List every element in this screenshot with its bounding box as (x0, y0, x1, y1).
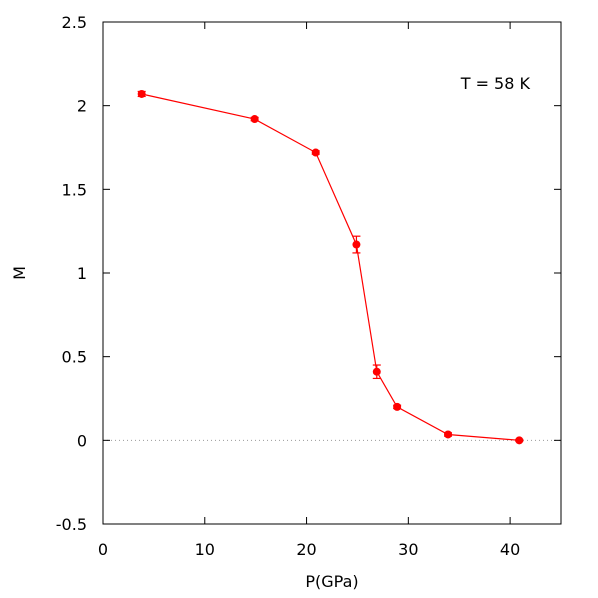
plot-frame (102, 21, 562, 525)
y-tick-label: 1.5 (62, 180, 87, 199)
y-tick-label: 0.5 (62, 348, 87, 367)
x-tick-label: 30 (398, 540, 418, 559)
data-point (444, 430, 453, 439)
data-point (393, 402, 402, 411)
x-axis-title: P(GPa) (305, 572, 358, 591)
data-point (250, 115, 259, 124)
x-tick-label: 0 (98, 540, 108, 559)
x-tick-label: 10 (195, 540, 215, 559)
y-tick-label: 0 (77, 431, 87, 450)
y-tick-label: 1 (77, 264, 87, 283)
data-point (372, 367, 381, 376)
data-point (352, 240, 361, 249)
x-tick-label: 40 (500, 540, 520, 559)
y-tick-label: 2 (77, 97, 87, 116)
temperature-annotation: T = 58 K (460, 74, 531, 93)
data-point (311, 148, 320, 157)
data-point (515, 436, 524, 445)
y-tick-label: -0.5 (56, 515, 87, 534)
series-line (141, 93, 520, 441)
data-point (137, 89, 146, 98)
y-tick-label: 2.5 (62, 13, 87, 32)
x-tick-label: 20 (296, 540, 316, 559)
y-axis-title: M (10, 266, 29, 280)
